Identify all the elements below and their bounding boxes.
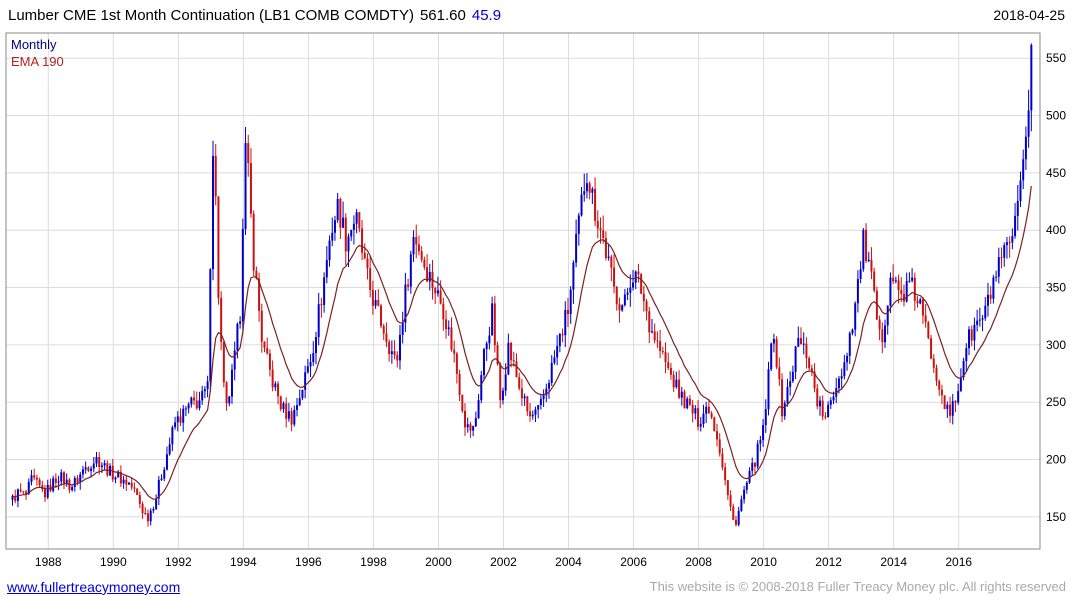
chart-title: Lumber CME 1st Month Continuation (LB1 C… — [8, 7, 501, 24]
svg-text:2016: 2016 — [945, 555, 972, 569]
instrument-name: Lumber CME 1st Month Continuation (LB1 C… — [8, 7, 414, 24]
svg-text:2010: 2010 — [750, 555, 777, 569]
legend-interval-label: Monthly — [11, 37, 57, 52]
svg-text:2008: 2008 — [685, 555, 712, 569]
svg-text:200: 200 — [1046, 453, 1066, 467]
svg-text:500: 500 — [1046, 109, 1066, 123]
svg-text:2002: 2002 — [490, 555, 517, 569]
svg-text:1998: 1998 — [360, 555, 387, 569]
svg-text:1994: 1994 — [230, 555, 257, 569]
svg-text:2014: 2014 — [880, 555, 907, 569]
legend-ema-label: EMA 190 — [11, 54, 64, 69]
svg-text:2000: 2000 — [425, 555, 452, 569]
svg-text:550: 550 — [1046, 51, 1066, 65]
svg-text:2012: 2012 — [815, 555, 842, 569]
svg-text:450: 450 — [1046, 166, 1066, 180]
site-link[interactable]: www.fullertreacymoney.com — [7, 579, 181, 595]
chart-date: 2018-04-25 — [993, 7, 1065, 23]
svg-text:350: 350 — [1046, 281, 1066, 295]
svg-text:2006: 2006 — [620, 555, 647, 569]
price-change: 45.9 — [471, 7, 502, 24]
copyright-text: This website is © 2008-2018 Fuller Treac… — [649, 579, 1066, 594]
svg-text:1990: 1990 — [100, 555, 127, 569]
chart-legend: Monthly EMA 190 — [11, 36, 64, 70]
svg-text:300: 300 — [1046, 338, 1066, 352]
svg-text:2004: 2004 — [555, 555, 582, 569]
svg-text:1996: 1996 — [295, 555, 322, 569]
last-price: 561.60 — [419, 7, 466, 24]
svg-text:400: 400 — [1046, 223, 1066, 237]
svg-text:150: 150 — [1046, 510, 1066, 524]
svg-text:1988: 1988 — [35, 555, 62, 569]
svg-text:250: 250 — [1046, 395, 1066, 409]
svg-text:1992: 1992 — [165, 555, 192, 569]
